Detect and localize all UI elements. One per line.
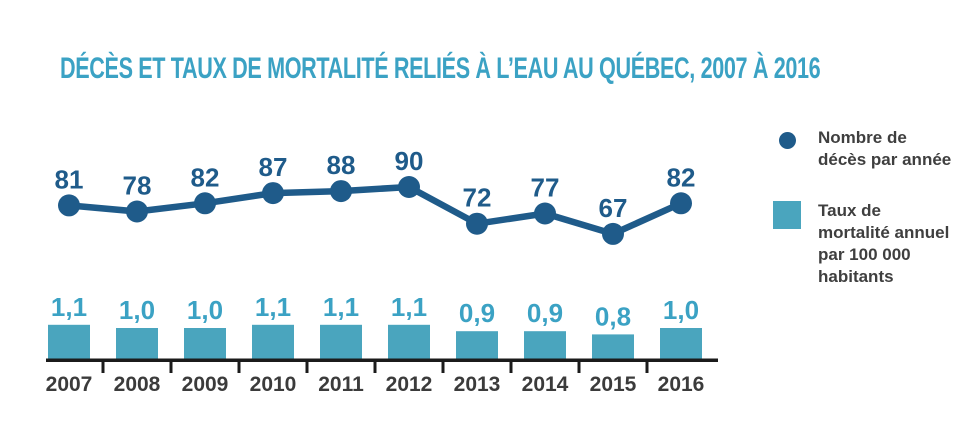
- year-label-2007: 2007: [46, 373, 93, 396]
- value-label-2008: 78: [123, 171, 152, 201]
- year-label-2009: 2009: [182, 373, 229, 396]
- year-label-2013: 2013: [454, 373, 501, 396]
- bar-2015: [592, 334, 634, 361]
- x-axis-tick-7: [509, 358, 513, 373]
- bar-2011: [320, 324, 362, 361]
- dot-2010: [262, 182, 284, 205]
- year-label-2015: 2015: [590, 373, 637, 396]
- x-axis-tick-3: [237, 358, 241, 373]
- dot-2011: [330, 180, 352, 203]
- dot-2016: [670, 192, 692, 215]
- year-label-2016: 2016: [658, 373, 705, 396]
- year-label-2011: 2011: [318, 373, 364, 396]
- bar-2008: [116, 328, 158, 361]
- bar-2013: [456, 331, 498, 361]
- bar-value-label-2015: 0,8: [595, 301, 631, 331]
- value-label-2013: 72: [463, 183, 492, 213]
- x-axis-tick-5: [373, 358, 377, 373]
- bar-2014: [524, 331, 566, 361]
- value-label-2007: 81: [55, 164, 84, 194]
- year-label-2012: 2012: [386, 373, 433, 396]
- x-axis-tick-9: [645, 358, 649, 373]
- bar-value-label-2014: 0,9: [527, 298, 563, 328]
- legend-rate-label: Taux de mortalité annuel par 100 000 hab…: [818, 201, 950, 286]
- dot-2013: [466, 212, 488, 235]
- bar-2012: [388, 324, 430, 361]
- dot-2015: [602, 222, 624, 245]
- deaths-line: [65, 183, 685, 238]
- bar-value-label-2009: 1,0: [187, 295, 223, 325]
- value-label-2011: 88: [327, 150, 356, 180]
- bar-value-label-2010: 1,1: [255, 292, 291, 322]
- legend-rate-square-icon: [773, 201, 801, 229]
- dot-2008: [126, 200, 148, 223]
- year-label-2014: 2014: [522, 373, 569, 396]
- bar-value-label-2008: 1,0: [119, 295, 155, 325]
- legend-deaths-circle-icon: [779, 132, 796, 149]
- value-label-2012: 90: [395, 146, 424, 176]
- year-label-2008: 2008: [114, 373, 161, 396]
- bar-value-label-2012: 1,1: [391, 292, 427, 322]
- x-axis-tick-2: [169, 358, 173, 373]
- x-axis-tick-1: [101, 358, 105, 373]
- value-label-2015: 67: [599, 193, 628, 223]
- x-axis-tick-4: [305, 358, 309, 373]
- value-label-2016: 82: [667, 162, 696, 192]
- legend-deaths-label: Nombre de décès par année: [818, 128, 952, 169]
- bar-value-label-2011: 1,1: [323, 292, 359, 322]
- value-label-2009: 82: [191, 162, 220, 192]
- bar-value-label-2016: 1,0: [663, 295, 699, 325]
- bar-value-label-2007: 1,1: [51, 292, 87, 322]
- x-axis-tick-6: [441, 358, 445, 373]
- chart-title: DÉCÈS ET TAUX DE MORTALITÉ RELIÉS À L’EA…: [60, 52, 821, 85]
- bar-value-label-2013: 0,9: [459, 298, 495, 328]
- year-label-2010: 2010: [250, 373, 297, 396]
- dot-2012: [398, 176, 420, 198]
- bar-2007: [48, 324, 90, 361]
- bar-2010: [252, 324, 294, 361]
- x-axis-line: [46, 358, 718, 362]
- dot-2009: [194, 192, 216, 215]
- value-label-2010: 87: [259, 152, 288, 182]
- value-label-2014: 77: [531, 173, 560, 203]
- x-axis-tick-8: [577, 358, 581, 373]
- bar-2016: [660, 328, 702, 361]
- bar-2009: [184, 328, 226, 361]
- dot-2014: [534, 202, 556, 225]
- dot-2007: [58, 194, 80, 217]
